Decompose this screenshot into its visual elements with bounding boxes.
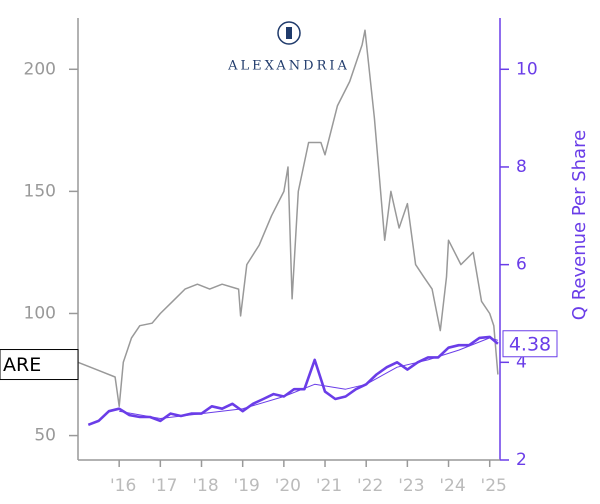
- y-tick-label: 50: [34, 426, 56, 446]
- x-tick-label: '21: [316, 476, 342, 496]
- x-tick-label: '19: [234, 476, 260, 496]
- series-line: [87, 335, 499, 427]
- y2-tick-label: 6: [516, 255, 527, 275]
- logo-icon: [277, 21, 301, 45]
- y2-tick-label: 10: [516, 59, 538, 79]
- logo: ALEXANDRIA: [227, 21, 350, 74]
- y2-axis-label: Q Revenue Per Share: [569, 130, 590, 320]
- series-line: [77, 29, 499, 408]
- x-tick-label: '23: [398, 476, 424, 496]
- x-tick-label: '25: [481, 476, 507, 496]
- ticker-box: [0, 349, 79, 381]
- series-line: [119, 337, 499, 419]
- x-tick-label: '22: [357, 476, 383, 496]
- y-tick-label: 150: [24, 181, 56, 201]
- x-tick-label: '18: [192, 476, 218, 496]
- y2-tick-label: 2: [516, 450, 527, 470]
- x-tick-label: '16: [110, 476, 136, 496]
- logo-icon: [286, 27, 292, 39]
- y2-tick-label: 8: [516, 157, 527, 177]
- value-label: 4.38: [509, 333, 551, 355]
- ticker-label: ARE: [3, 354, 41, 376]
- x-tick-label: '17: [151, 476, 177, 496]
- y2-tick-label: 4: [516, 352, 527, 372]
- y-tick-label: 100: [24, 303, 56, 323]
- value-box: [502, 330, 558, 358]
- x-tick-label: '24: [439, 476, 465, 496]
- y-tick-label: 200: [24, 59, 56, 79]
- logo-text: ALEXANDRIA: [227, 59, 350, 74]
- x-tick-label: '20: [275, 476, 301, 496]
